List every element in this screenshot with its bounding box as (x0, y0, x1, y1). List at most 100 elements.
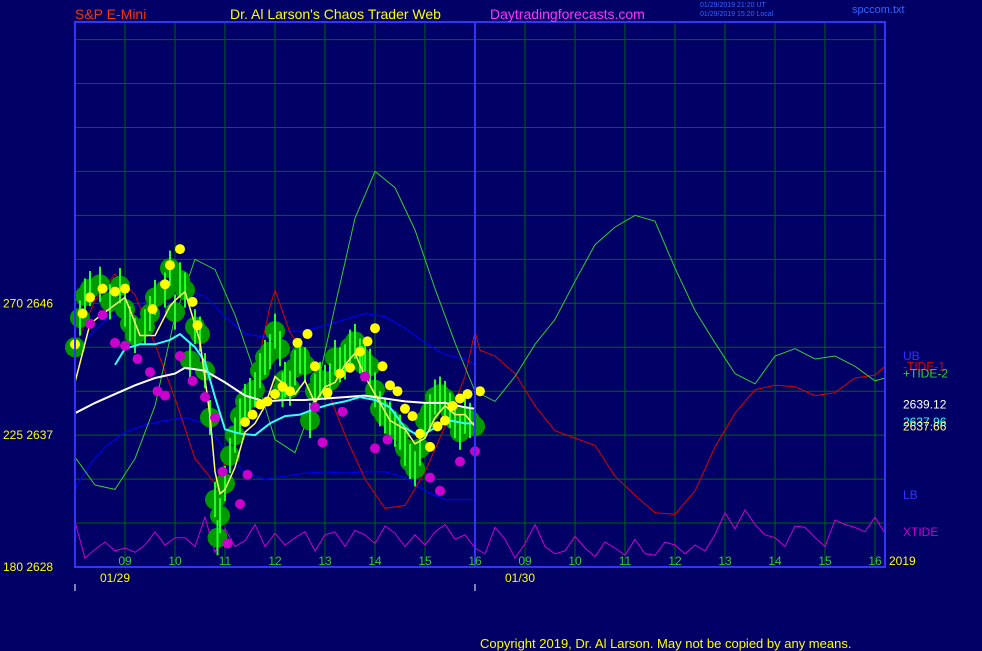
bottom-marker (317, 437, 328, 448)
top-marker (310, 361, 320, 372)
top-marker (432, 421, 443, 432)
x-tick-label: 13 (318, 554, 332, 568)
right-label: LB (903, 488, 918, 502)
top-marker (462, 389, 473, 400)
x-tick-label: 13 (718, 554, 732, 568)
top-marker (277, 381, 288, 392)
top-marker (120, 283, 130, 294)
bottom-marker (97, 310, 108, 321)
right-label: UB (903, 349, 920, 363)
date-label: 01/30 (505, 571, 535, 585)
top-marker (322, 387, 333, 398)
x-tick-label: 15 (418, 554, 432, 568)
bottom-marker (382, 434, 393, 445)
right-label: 2637.96 (903, 415, 947, 429)
x-tick-label: 11 (219, 554, 232, 568)
top-marker (192, 320, 203, 331)
site-link[interactable]: Daytradingforecasts.com (490, 6, 645, 22)
top-marker (447, 400, 458, 411)
bottom-marker (145, 367, 155, 378)
bottom-marker (425, 472, 435, 483)
fast-average-line (74, 290, 476, 496)
bottom-marker (175, 351, 185, 362)
y-tick-label: 180 2628 (3, 560, 53, 574)
bottom-marker (85, 318, 95, 329)
top-marker (345, 362, 355, 373)
moving-averages (74, 290, 476, 496)
x-tick-label: 10 (168, 554, 182, 568)
date-label: 01/29 (100, 571, 130, 585)
bottom-marker (455, 456, 465, 467)
bottom-marker (360, 371, 370, 382)
bottom-marker (217, 466, 228, 477)
top-marker (355, 346, 365, 357)
top-marker (407, 411, 418, 422)
axis-labels: 270 2646 225 2637 180 2628 09 10 11 12 13 14 15 16… (3, 296, 948, 591)
copyright-notice: Copyright 2019, Dr. Al Larson. May not b… (480, 636, 852, 651)
top-marker (255, 399, 265, 410)
tide-green-line (74, 170, 886, 490)
bottom-marker (160, 390, 170, 401)
x-tick-label: 09 (118, 554, 132, 568)
x-tick-label: 10 (568, 554, 582, 568)
symbol-title: S&P E-Mini (75, 6, 147, 22)
top-marker (400, 403, 410, 414)
grid-lines (75, 22, 885, 568)
top-marker (160, 279, 170, 290)
bottom-marker (337, 406, 348, 417)
bottom-marker (235, 499, 245, 510)
timestamp-utc: 01/29/2019 21:20 UT (700, 2, 766, 9)
top-marker (147, 304, 158, 315)
x-tick-label: 16 (868, 554, 882, 568)
top-marker (302, 329, 313, 340)
xtide-series-line (74, 508, 886, 560)
top-marker (97, 283, 108, 294)
data-filename: spccom.txt (852, 4, 905, 16)
timestamp-local: 01/29/2019 15:20 Local (700, 11, 774, 18)
bottom-marker (222, 538, 233, 549)
top-marker (425, 441, 435, 452)
year-label: 2019 (889, 554, 916, 568)
xtide-line (74, 508, 886, 560)
bottom-marker (435, 485, 445, 496)
bottom-marker (120, 340, 130, 351)
top-marker (270, 389, 280, 400)
top-marker (262, 396, 273, 407)
top-marker (335, 368, 345, 379)
right-label: 2639.12 (903, 397, 947, 411)
right-label: +TIDE-2 (903, 367, 948, 381)
top-marker (440, 415, 450, 426)
x-tick-label: 09 (518, 554, 532, 568)
top-marker (247, 409, 258, 420)
mid-average-line (114, 332, 475, 438)
top-marker (77, 308, 88, 319)
slow-average-line (74, 366, 476, 415)
top-marker (455, 393, 465, 404)
bottom-marker (110, 337, 120, 348)
y-tick-label: 270 2646 (3, 296, 53, 310)
x-tick-label: 16 (468, 554, 482, 568)
bottom-marker (152, 386, 163, 397)
bottom-marker (210, 412, 220, 423)
top-marker (292, 337, 303, 348)
y-tick-label: 225 2637 (3, 428, 53, 442)
x-tick-label: 11 (619, 554, 632, 568)
x-tick-label: 15 (818, 554, 832, 568)
bottom-marker (242, 469, 253, 480)
top-marker (385, 380, 395, 391)
bottom-marker (200, 392, 210, 403)
bottom-marker (187, 375, 198, 386)
right-label: -TIDE-1 (903, 359, 945, 373)
top-marker (240, 416, 250, 427)
turn-markers (70, 244, 485, 549)
top-marker (370, 323, 380, 334)
author-title: Dr. Al Larson's Chaos Trader Web (230, 6, 441, 22)
top-marker (85, 292, 95, 303)
top-marker (392, 386, 403, 397)
x-tick-label: 12 (268, 554, 282, 568)
top-marker (175, 244, 185, 255)
bottom-marker (132, 353, 143, 364)
x-tick-label: 14 (768, 554, 782, 568)
x-tick-label: 12 (668, 554, 682, 568)
